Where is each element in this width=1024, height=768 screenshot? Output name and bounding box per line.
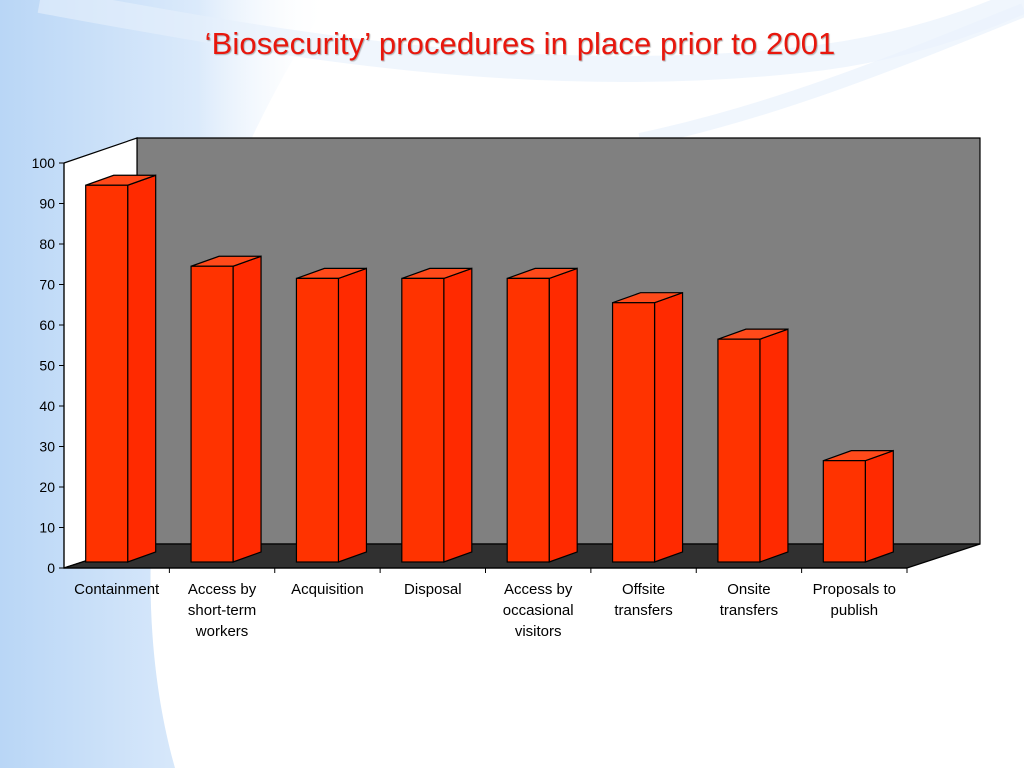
x-tick-label: Onsite transfers (720, 581, 778, 619)
bar-side (232, 255, 262, 563)
x-tick-label-line: short-term (188, 602, 256, 619)
bar-front (190, 265, 234, 563)
x-tick-label-line: Access by (504, 581, 573, 598)
x-tick-label-line: Proposals to (813, 581, 896, 598)
x-tick-label: Containment (74, 581, 160, 598)
x-tick-label-line: Onsite (727, 581, 770, 598)
bar-side (337, 267, 368, 563)
x-tick-label-line: Acquisition (291, 581, 364, 598)
x-tick-label-line: publish (831, 602, 879, 619)
y-tick-label: 30 (39, 439, 55, 455)
bar (822, 449, 894, 563)
x-tick-label-line: transfers (720, 602, 778, 619)
bar (717, 328, 789, 563)
y-tick-label: 40 (39, 398, 55, 414)
x-tick-label-line: Disposal (404, 581, 462, 598)
y-tick-label: 80 (39, 236, 55, 252)
y-tick-label: 20 (39, 479, 55, 495)
y-tick-label: 100 (32, 155, 56, 171)
bar-side (548, 267, 578, 563)
y-tick-label: 60 (39, 317, 55, 333)
x-tick-label: Disposal (404, 581, 462, 598)
page-title: ‘Biosecurity’ procedures in place prior … (204, 26, 836, 61)
bar (401, 267, 473, 563)
x-tick-label: Access by short-term workers (188, 581, 257, 640)
bar-front (611, 302, 656, 563)
bar-front (85, 184, 129, 563)
bar-side (127, 174, 157, 563)
x-tick-label: Access by occasional visitors (503, 581, 574, 640)
bar-front (295, 277, 340, 563)
bar-side (864, 449, 894, 563)
y-tick-label: 0 (47, 560, 55, 576)
bar (85, 174, 157, 563)
x-tick-label-line: transfers (614, 602, 672, 619)
x-tick-label-line: workers (195, 623, 249, 640)
x-tick-label: Offsite transfers (614, 581, 672, 619)
x-tick-label: Proposals to publish (813, 581, 896, 619)
bar (506, 267, 578, 563)
bar-front (506, 277, 550, 563)
bar-front (717, 338, 761, 563)
bar-side (443, 267, 473, 563)
x-tick-label-line: Offsite (622, 581, 665, 598)
x-tick-label-line: occasional (503, 602, 574, 619)
bar (611, 291, 684, 563)
x-tick-label-line: Access by (188, 581, 257, 598)
bar-side (759, 328, 789, 563)
y-tick-label: 10 (39, 520, 55, 536)
bar-front (822, 460, 866, 563)
bar-side (653, 291, 684, 563)
y-tick-label: 70 (39, 277, 55, 293)
bar-front (401, 277, 445, 563)
x-tick-label-line: visitors (515, 623, 562, 640)
y-tick-label: 50 (39, 358, 55, 374)
bar (295, 267, 368, 563)
y-tick-label: 90 (39, 196, 55, 212)
x-tick-label: Acquisition (291, 581, 364, 598)
bar (190, 255, 262, 563)
x-tick-label-line: Containment (74, 581, 160, 598)
